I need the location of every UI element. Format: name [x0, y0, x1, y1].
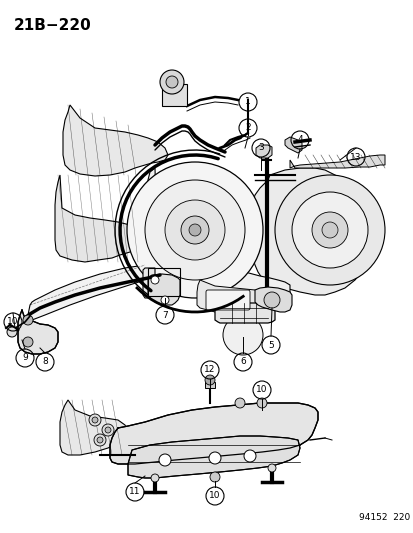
Circle shape — [267, 464, 275, 472]
Circle shape — [161, 296, 169, 304]
Circle shape — [291, 192, 367, 268]
Polygon shape — [55, 175, 142, 262]
Circle shape — [180, 216, 209, 244]
Circle shape — [127, 162, 262, 298]
Circle shape — [97, 437, 103, 443]
Polygon shape — [147, 168, 289, 300]
Text: 13: 13 — [349, 152, 361, 161]
Circle shape — [235, 398, 244, 408]
Text: 1: 1 — [244, 98, 250, 107]
Circle shape — [209, 452, 221, 464]
Circle shape — [159, 454, 171, 466]
Polygon shape — [128, 436, 299, 478]
Circle shape — [151, 276, 159, 284]
Circle shape — [204, 375, 214, 385]
FancyBboxPatch shape — [206, 290, 249, 310]
FancyBboxPatch shape — [161, 84, 187, 106]
Text: 10: 10 — [7, 318, 19, 327]
Polygon shape — [255, 145, 271, 158]
Circle shape — [243, 450, 255, 462]
Polygon shape — [204, 382, 214, 388]
Polygon shape — [142, 268, 154, 298]
Polygon shape — [28, 265, 147, 320]
Circle shape — [23, 337, 33, 347]
Circle shape — [159, 70, 183, 94]
Circle shape — [151, 474, 159, 482]
Text: 7: 7 — [162, 311, 167, 319]
Circle shape — [223, 315, 262, 355]
Polygon shape — [289, 155, 384, 168]
Text: 10: 10 — [209, 491, 220, 500]
Circle shape — [7, 327, 17, 337]
Bar — [147, 268, 180, 296]
Polygon shape — [254, 287, 291, 312]
Text: 12: 12 — [204, 366, 215, 375]
Polygon shape — [284, 137, 301, 153]
Text: 8: 8 — [42, 358, 48, 367]
Text: 21B−220: 21B−220 — [14, 18, 92, 33]
Polygon shape — [197, 280, 259, 314]
Circle shape — [311, 212, 347, 248]
Circle shape — [166, 76, 178, 88]
Text: 3: 3 — [257, 143, 263, 152]
Text: 4: 4 — [297, 135, 302, 144]
Text: 94152  220: 94152 220 — [358, 513, 409, 522]
Circle shape — [23, 315, 33, 325]
Text: 11: 11 — [129, 488, 140, 497]
Circle shape — [189, 224, 201, 236]
Circle shape — [321, 222, 337, 238]
Polygon shape — [252, 168, 374, 295]
Polygon shape — [18, 310, 58, 354]
Text: 2: 2 — [244, 124, 250, 133]
Polygon shape — [214, 303, 274, 323]
Circle shape — [94, 434, 106, 446]
Circle shape — [145, 180, 244, 280]
Text: 9: 9 — [22, 353, 28, 362]
Polygon shape — [63, 105, 168, 176]
Circle shape — [263, 292, 279, 308]
Polygon shape — [147, 274, 180, 305]
Circle shape — [209, 472, 219, 482]
Circle shape — [102, 424, 114, 436]
Text: 10: 10 — [256, 385, 267, 394]
Polygon shape — [110, 403, 317, 464]
Circle shape — [256, 398, 266, 408]
Polygon shape — [60, 400, 128, 455]
Circle shape — [105, 427, 111, 433]
Circle shape — [274, 175, 384, 285]
Text: 5: 5 — [268, 341, 273, 350]
Circle shape — [89, 414, 101, 426]
Circle shape — [92, 417, 98, 423]
Text: 6: 6 — [240, 358, 245, 367]
Circle shape — [165, 200, 224, 260]
